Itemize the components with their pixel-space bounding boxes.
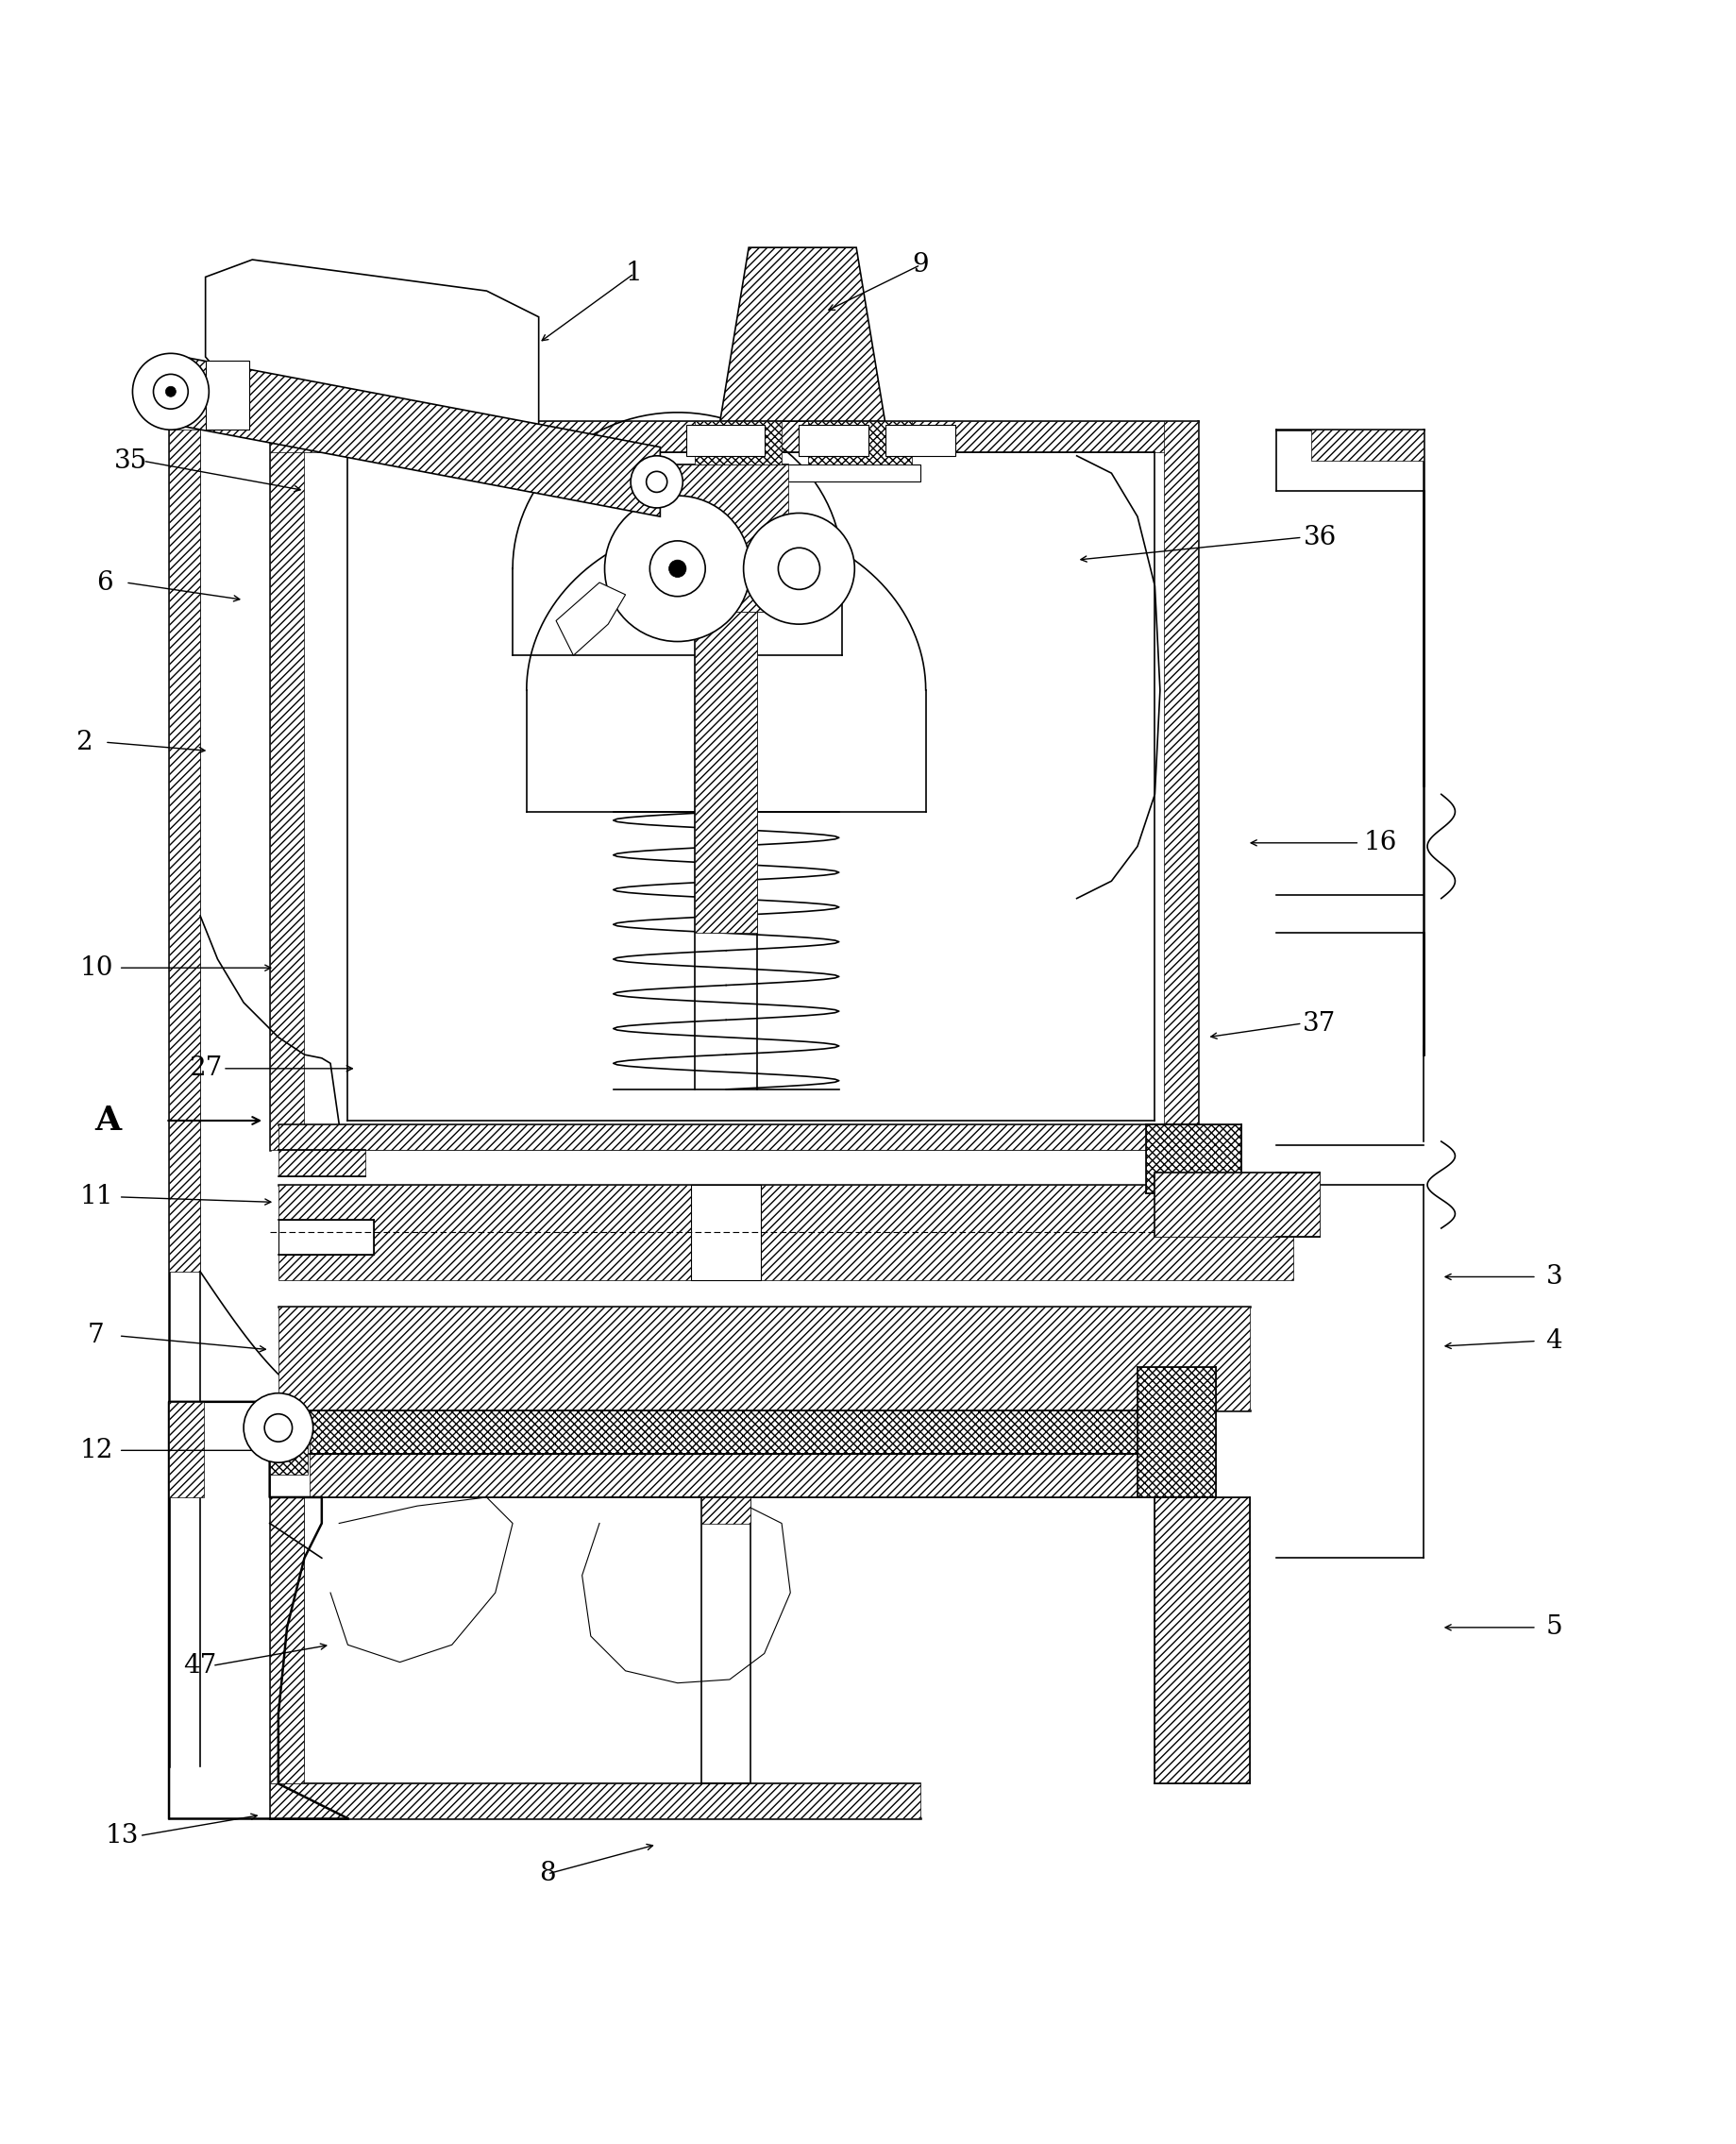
- Text: 11: 11: [80, 1183, 113, 1209]
- Polygon shape: [182, 356, 660, 517]
- Bar: [694, 420, 781, 465]
- Circle shape: [243, 1394, 312, 1462]
- Bar: [885, 425, 955, 457]
- Text: 13: 13: [106, 1822, 139, 1848]
- Bar: [278, 1123, 1198, 1149]
- Bar: [677, 465, 920, 482]
- Bar: [278, 1186, 1293, 1280]
- Circle shape: [604, 495, 750, 641]
- Polygon shape: [720, 247, 884, 420]
- Text: 4: 4: [1545, 1329, 1561, 1353]
- Bar: [278, 1306, 1250, 1411]
- Text: 3: 3: [1545, 1265, 1561, 1289]
- Bar: [1154, 1173, 1319, 1237]
- Bar: [701, 1497, 750, 1522]
- Bar: [278, 1149, 365, 1177]
- Bar: [168, 1402, 203, 1497]
- Text: 8: 8: [538, 1861, 556, 1887]
- Text: 5: 5: [1545, 1614, 1561, 1640]
- Bar: [269, 1784, 920, 1818]
- Text: 35: 35: [115, 448, 148, 474]
- Text: 7: 7: [89, 1323, 104, 1349]
- Circle shape: [165, 386, 175, 397]
- Circle shape: [264, 1413, 292, 1441]
- Text: 37: 37: [1302, 1010, 1335, 1036]
- Text: 10: 10: [80, 954, 113, 980]
- Circle shape: [132, 354, 208, 429]
- Circle shape: [646, 472, 667, 493]
- Bar: [168, 429, 200, 1271]
- Bar: [1311, 429, 1424, 461]
- Bar: [1154, 1173, 1319, 1237]
- Bar: [269, 420, 304, 1149]
- Bar: [269, 1443, 307, 1475]
- Bar: [1163, 420, 1198, 1149]
- Text: 6: 6: [97, 570, 113, 596]
- Bar: [1154, 1497, 1250, 1784]
- Bar: [309, 1454, 1207, 1497]
- Bar: [691, 1186, 760, 1280]
- Bar: [205, 360, 248, 429]
- Bar: [269, 1497, 304, 1784]
- Text: 47: 47: [184, 1653, 217, 1679]
- Circle shape: [649, 540, 705, 596]
- Text: 2: 2: [76, 729, 92, 755]
- Circle shape: [153, 375, 187, 410]
- Bar: [278, 1220, 373, 1254]
- Circle shape: [630, 457, 682, 508]
- Bar: [663, 465, 788, 611]
- Text: 16: 16: [1363, 830, 1396, 855]
- Circle shape: [778, 547, 819, 590]
- Polygon shape: [205, 259, 538, 457]
- Bar: [799, 425, 868, 457]
- Text: 12: 12: [80, 1439, 113, 1462]
- Bar: [1146, 1123, 1241, 1194]
- Bar: [694, 611, 757, 933]
- Bar: [269, 420, 1198, 452]
- Bar: [807, 420, 911, 465]
- Bar: [686, 425, 764, 457]
- Circle shape: [743, 512, 854, 624]
- Text: A: A: [95, 1104, 122, 1136]
- Bar: [309, 1411, 1207, 1454]
- Bar: [1137, 1368, 1215, 1497]
- Text: 36: 36: [1302, 525, 1335, 551]
- Text: 9: 9: [911, 253, 929, 277]
- Text: 27: 27: [189, 1055, 222, 1081]
- Circle shape: [668, 560, 686, 577]
- Polygon shape: [556, 583, 625, 656]
- Text: 1: 1: [625, 262, 642, 287]
